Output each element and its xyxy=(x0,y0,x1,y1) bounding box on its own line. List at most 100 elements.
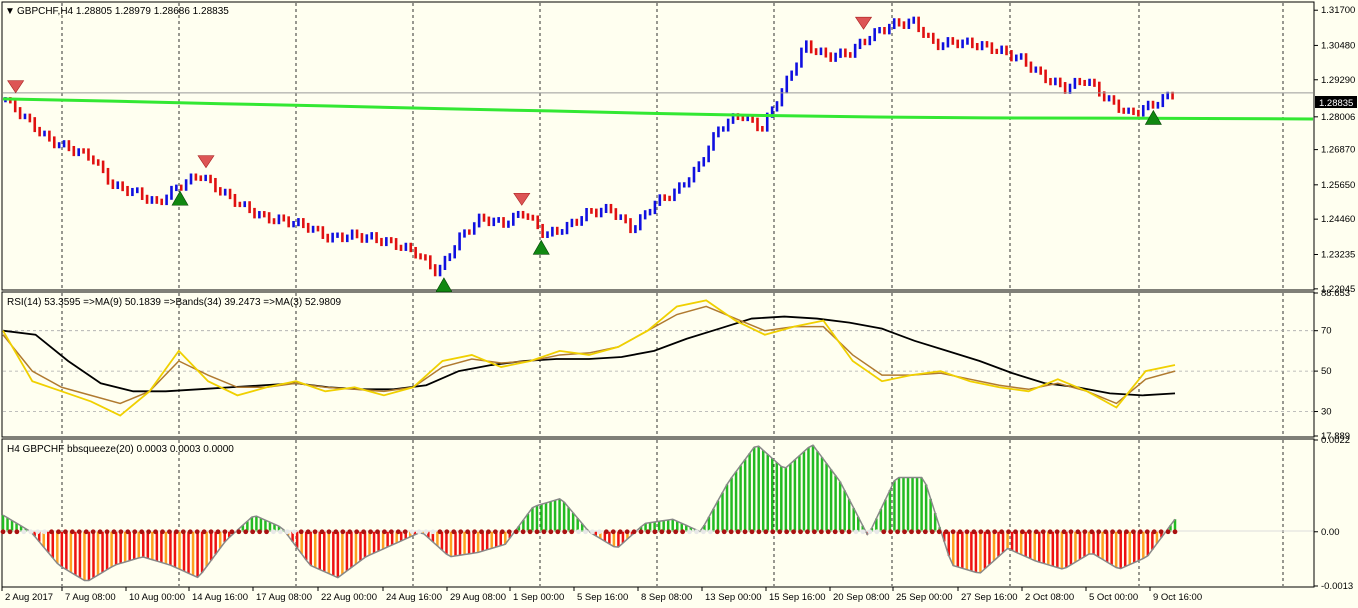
squeeze-dot xyxy=(555,529,561,535)
squeeze-dot xyxy=(0,529,6,535)
time-tick-label: 15 Sep 16:00 xyxy=(769,592,826,603)
squeeze-dot xyxy=(146,529,152,535)
squeeze-dot xyxy=(902,529,907,535)
squeeze-dot xyxy=(929,529,935,535)
squeeze-dot xyxy=(1103,529,1109,535)
squeeze-dot xyxy=(624,529,630,535)
squeeze-dot xyxy=(291,529,297,535)
squeeze-dot xyxy=(1165,529,1171,535)
rsi-tick-label: 17.889 xyxy=(1321,431,1350,442)
squeeze-dot xyxy=(125,529,131,535)
squeeze-dot xyxy=(305,529,311,535)
squeeze-dot xyxy=(888,529,894,535)
squeeze-dot xyxy=(805,529,810,535)
squeeze-dot xyxy=(347,529,353,535)
squeeze-dot xyxy=(992,529,998,535)
squeeze-dot xyxy=(610,529,616,535)
price-tick-label: 1.25650 xyxy=(1321,180,1355,191)
squeeze-dot xyxy=(236,529,242,535)
squeeze-dot xyxy=(21,529,27,535)
time-tick-label: 27 Sep 16:00 xyxy=(961,592,1018,603)
rsi-line xyxy=(2,299,1176,417)
rsi-panel-frame xyxy=(1,291,1315,438)
squeeze-dot xyxy=(513,529,519,535)
squeeze-dot xyxy=(388,529,394,535)
squeeze-dot xyxy=(978,529,984,535)
squeeze-dot xyxy=(215,529,221,535)
sell-arrow-icon xyxy=(854,16,873,30)
squeeze-dot xyxy=(791,529,796,535)
squeeze-dot xyxy=(111,529,117,535)
squeeze-dot xyxy=(160,529,165,535)
squeeze-dot xyxy=(1151,529,1157,535)
squeeze-dot xyxy=(402,529,408,535)
squeeze-dot xyxy=(707,529,713,535)
squeeze-dot xyxy=(257,529,262,535)
squeeze-dot xyxy=(1144,529,1150,535)
squeeze-dot xyxy=(548,529,554,535)
squeeze-dot xyxy=(964,529,970,535)
squeeze-dot xyxy=(874,529,880,535)
squeeze-dot xyxy=(1110,529,1115,535)
squeeze-dot xyxy=(569,529,575,535)
squeeze-dot xyxy=(1089,529,1095,535)
squeeze-dot xyxy=(416,529,422,535)
squeeze-dot xyxy=(784,529,790,535)
price-tick-label: 1.28006 xyxy=(1321,112,1355,123)
squeeze-dot xyxy=(90,529,96,535)
squeeze-dot xyxy=(506,529,512,535)
time-tick-label: 25 Sep 00:00 xyxy=(896,592,953,603)
squeeze-dot xyxy=(846,529,852,535)
time-tick-label: 5 Oct 00:00 xyxy=(1089,592,1138,603)
squeeze-dot xyxy=(83,529,89,535)
squeeze-dot xyxy=(936,529,942,535)
squeeze-dot xyxy=(617,529,623,535)
squeeze-dot xyxy=(340,529,346,535)
price-tick-label: 1.22045 xyxy=(1321,284,1355,295)
squeeze-dot xyxy=(597,529,602,535)
squeeze-dot xyxy=(264,529,269,535)
squeeze-dot xyxy=(1026,529,1032,535)
squeeze-dot xyxy=(756,529,762,535)
time-tick-label: 29 Aug 08:00 xyxy=(450,592,506,603)
squeeze-dot xyxy=(28,529,34,535)
squeeze-dot xyxy=(42,529,48,535)
squeeze-dot xyxy=(1047,529,1053,535)
squeeze-dot xyxy=(1124,529,1129,535)
squeeze-dot xyxy=(638,529,644,535)
squeeze-dot xyxy=(631,529,637,535)
squeeze-dot xyxy=(673,529,679,535)
squeeze-dot xyxy=(14,529,20,535)
squeeze-dot xyxy=(583,529,588,535)
squeeze-dot xyxy=(895,529,901,535)
squeeze-dot xyxy=(666,529,672,535)
squeeze-dot xyxy=(839,529,845,535)
rsi-tick-label: 30 xyxy=(1321,407,1332,418)
rsi-levels xyxy=(3,330,1313,412)
time-tick-label: 14 Aug 16:00 xyxy=(192,592,248,603)
squeeze-dot xyxy=(590,529,595,535)
squeeze-dot xyxy=(971,529,977,535)
rsi-tick-label: 70 xyxy=(1321,326,1332,337)
squeeze-dot xyxy=(1054,529,1060,535)
moving-average-line xyxy=(2,97,1314,121)
squeeze-dot xyxy=(104,529,110,535)
squeeze-tick-label: -0.0013 xyxy=(1321,581,1353,592)
time-axis: 2 Aug 2017 7 Aug 08:00 10 Aug 00:00 14 Aug … xyxy=(1,587,1202,603)
squeeze-header: H4 GBPCHF bbsqueeze(20) 0.0003 0.0003 0.… xyxy=(7,444,234,455)
squeeze-dot xyxy=(1061,529,1067,535)
squeeze-dot xyxy=(1006,529,1011,535)
squeeze-dot xyxy=(680,529,686,535)
header-arrow-icon[interactable]: ▼ xyxy=(5,6,15,17)
squeeze-dot xyxy=(694,529,699,535)
squeeze-dot xyxy=(492,529,498,535)
squeeze-dot xyxy=(770,529,776,535)
squeeze-dot xyxy=(118,529,124,535)
squeeze-dot xyxy=(222,529,228,535)
squeeze-dot xyxy=(1020,529,1025,535)
squeeze-dot xyxy=(319,529,325,535)
rsi-tick-label: 50 xyxy=(1321,366,1332,377)
buy-arrow-icon xyxy=(532,239,550,255)
squeeze-dot xyxy=(832,529,838,535)
